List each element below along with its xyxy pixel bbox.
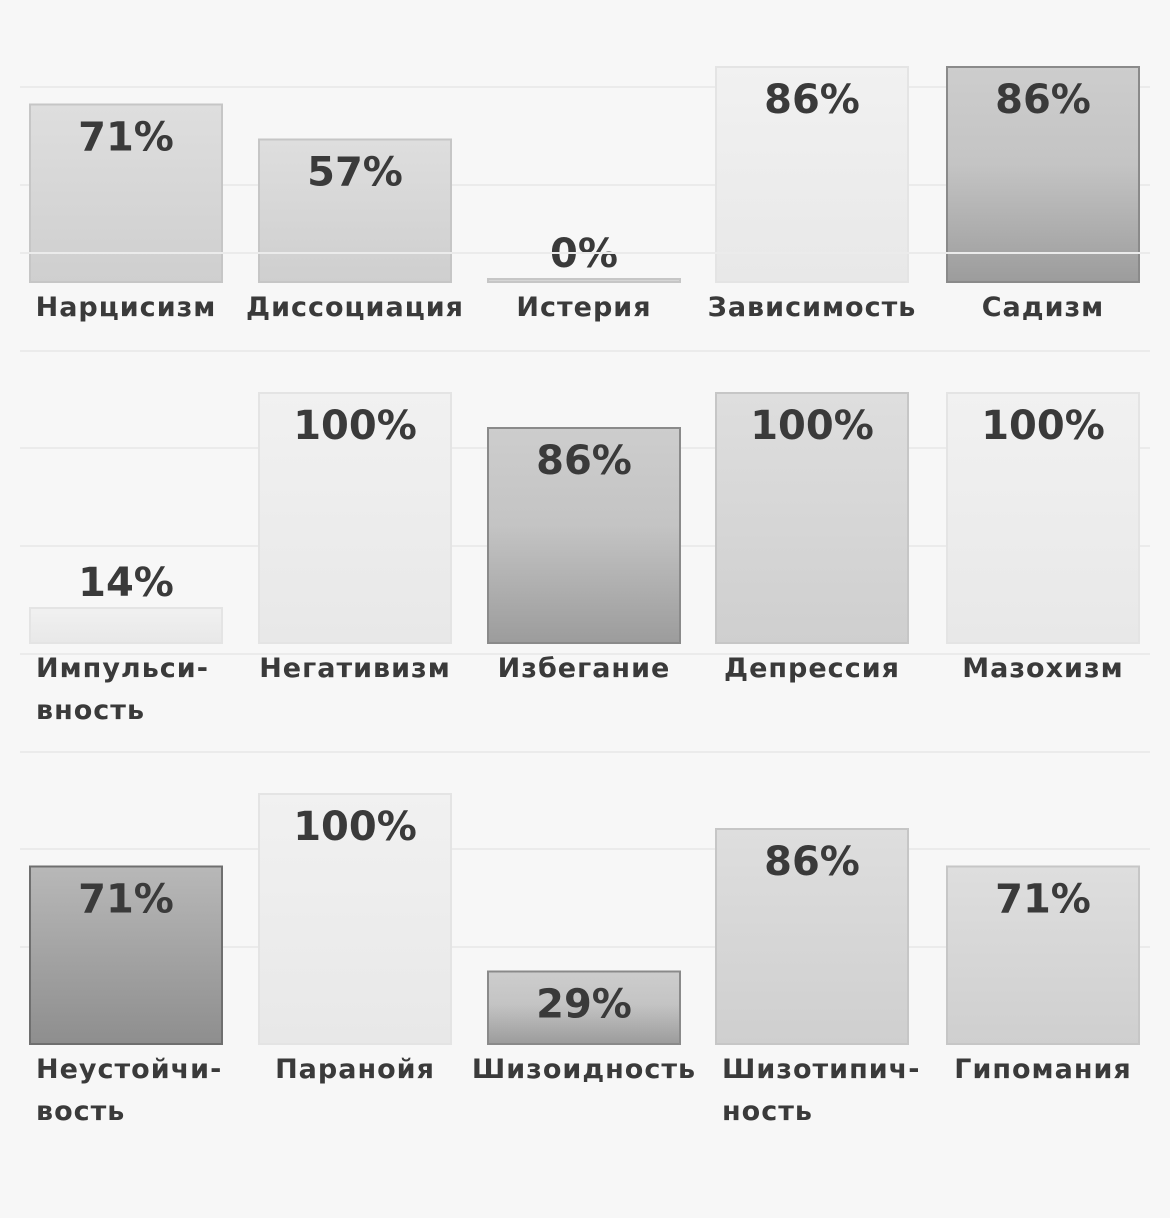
value-label: 100% [750, 403, 874, 449]
value-label: 100% [981, 403, 1105, 449]
value-label: 86% [995, 77, 1091, 123]
category-label: Гипомания [954, 1054, 1132, 1085]
bar [487, 970, 681, 1045]
category-label: Депрессия [724, 653, 900, 684]
bar [258, 793, 452, 1045]
bar [487, 427, 681, 644]
value-label: 57% [307, 150, 403, 196]
value-label: 71% [995, 877, 1091, 923]
category-label: Паранойя [275, 1054, 435, 1085]
category-label: Импульси- [36, 653, 209, 684]
value-label: 100% [293, 804, 417, 850]
category-label: вность [36, 695, 145, 726]
category-label: Избегание [498, 653, 671, 684]
category-label: Негативизм [259, 653, 451, 684]
category-label: Истерия [516, 292, 651, 323]
category-label: Зависимость [708, 292, 917, 323]
category-label: вость [36, 1096, 125, 1127]
category-label: Садизм [982, 292, 1105, 323]
category-label: Мазохизм [962, 653, 1123, 684]
bar [29, 865, 223, 1045]
value-label: 86% [764, 839, 860, 885]
value-label: 71% [78, 115, 174, 161]
value-label: 71% [78, 877, 174, 923]
bar [946, 865, 1140, 1045]
bar [258, 138, 452, 283]
category-label: Шизоидность [472, 1054, 696, 1085]
bar [946, 66, 1140, 283]
bar [258, 392, 452, 644]
value-label: 29% [536, 982, 632, 1028]
category-label: Неустойчи- [36, 1054, 222, 1085]
bar [715, 828, 909, 1045]
value-label: 86% [536, 438, 632, 484]
bar [487, 278, 681, 283]
chart-panel-3: 71% Неустойчи-вость 100% Паранойя 29% Шизоидн… [20, 653, 1150, 1127]
value-label: 86% [764, 77, 860, 123]
bar [715, 392, 909, 644]
chart-panel-1: 71%Нарцисизм57%Диссоциация0%Истерия86%За… [20, 66, 1150, 323]
category-label: Шизотипич- [722, 1054, 920, 1085]
bar [715, 66, 909, 283]
category-label: Нарцисизм [36, 292, 217, 323]
category-label: ность [722, 1096, 813, 1127]
chart-panel-2: 14% Импульси-вность 100% Негативизм 86% Избег… [20, 252, 1150, 726]
bar [29, 607, 223, 644]
category-label: Диссоциация [246, 292, 464, 323]
value-label: 14% [78, 560, 174, 606]
bar [946, 392, 1140, 644]
value-label: 100% [293, 403, 417, 449]
